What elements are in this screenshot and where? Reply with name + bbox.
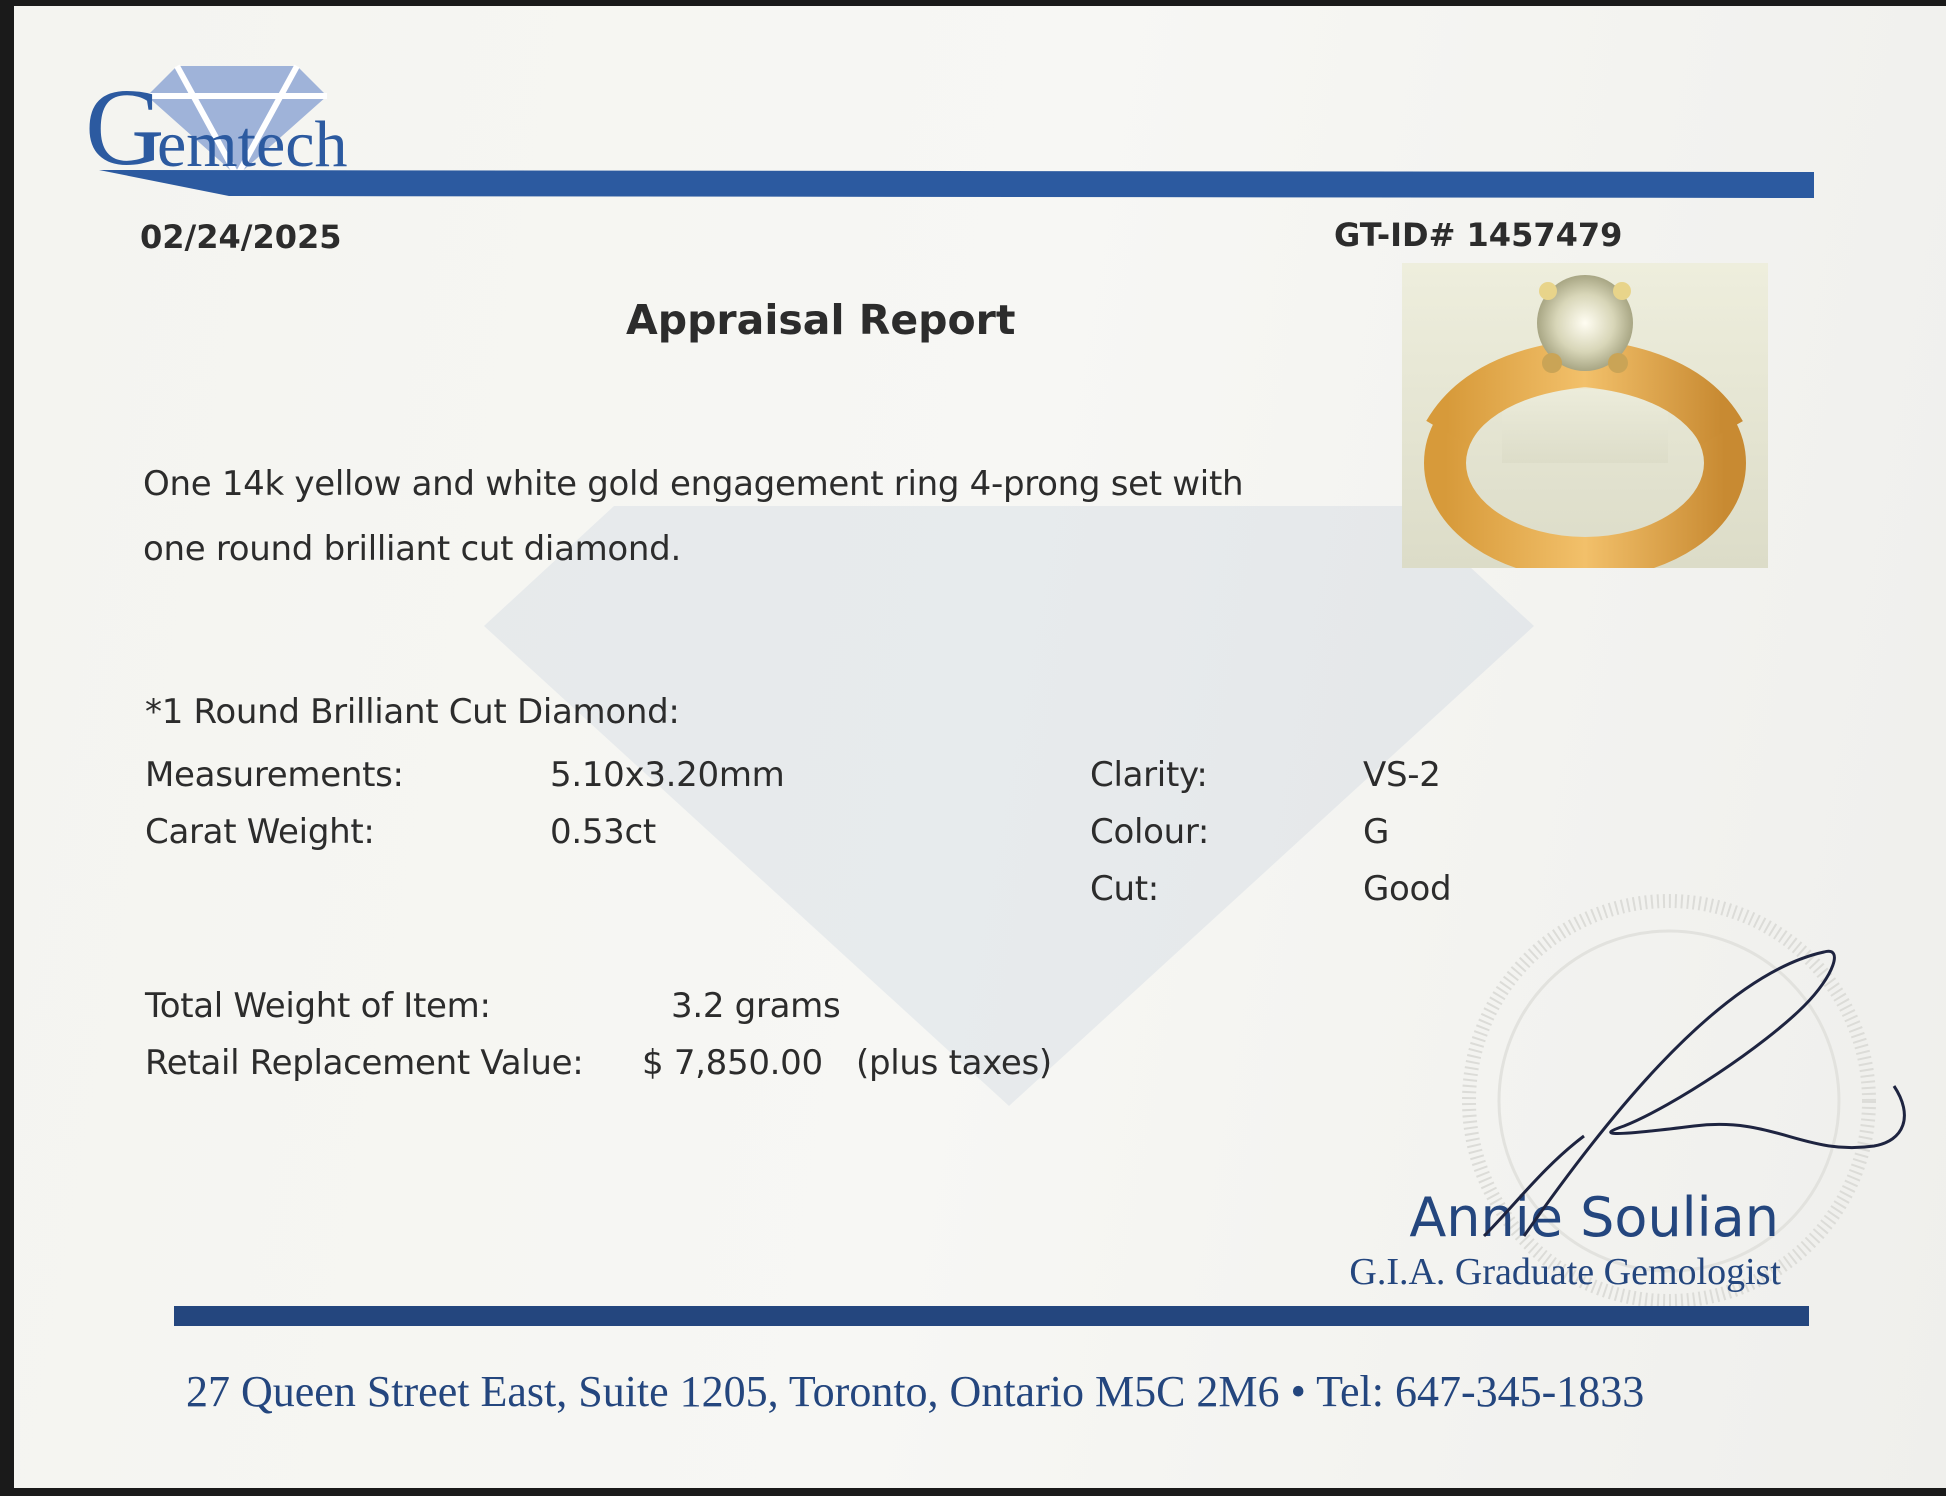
report-date: 02/24/2025 [140,218,342,256]
colour-label: Colour: [1090,812,1210,852]
header-bar [99,170,1814,198]
embossed-seal [1462,894,1876,1308]
ring-photo [1402,263,1768,568]
footer-bar [174,1306,1809,1326]
carat-weight-value: 0.53ct [550,812,656,852]
retail-value-note: (plus taxes) [856,1043,1052,1083]
clarity-value: VS-2 [1363,755,1441,795]
appraisal-document: G emtech 02/24/2025 GT-ID# 1457479 Appra… [14,6,1946,1488]
diamond-heading: *1 Round Brilliant Cut Diamond: [145,692,680,732]
gemtech-logo: G emtech [77,56,417,188]
measurements-value: 5.10x3.20mm [550,755,785,795]
total-weight-value: 3.2 grams [671,986,841,1026]
carat-weight-label: Carat Weight: [145,812,375,852]
svg-text:G: G [85,66,164,176]
signer-credential: G.I.A. Graduate Gemologist [1349,1251,1781,1293]
retail-value-label: Retail Replacement Value: [145,1043,584,1083]
report-id: GT-ID# 1457479 [1334,216,1623,254]
footer-address: 27 Queen Street East, Suite 1205, Toront… [186,1367,1645,1416]
cut-label: Cut: [1090,869,1159,909]
total-weight-label: Total Weight of Item: [145,986,491,1026]
cut-value: Good [1363,869,1452,909]
page-title: Appraisal Report [626,296,1016,344]
diamond-logo-icon: G emtech [85,64,348,188]
svg-text:emtech: emtech [157,108,348,176]
item-description-line-2: one round brilliant cut diamond. [143,529,681,569]
handwritten-signature [1482,949,1906,1238]
clarity-label: Clarity: [1090,755,1208,795]
diamond-watermark-icon [484,506,1534,1106]
colour-value: G [1363,812,1390,852]
signer-name: Annie Soulian [1409,1186,1779,1249]
retail-value: $ 7,850.00 [642,1043,823,1083]
measurements-label: Measurements: [145,755,404,795]
item-description-line-1: One 14k yellow and white gold engagement… [143,464,1244,504]
